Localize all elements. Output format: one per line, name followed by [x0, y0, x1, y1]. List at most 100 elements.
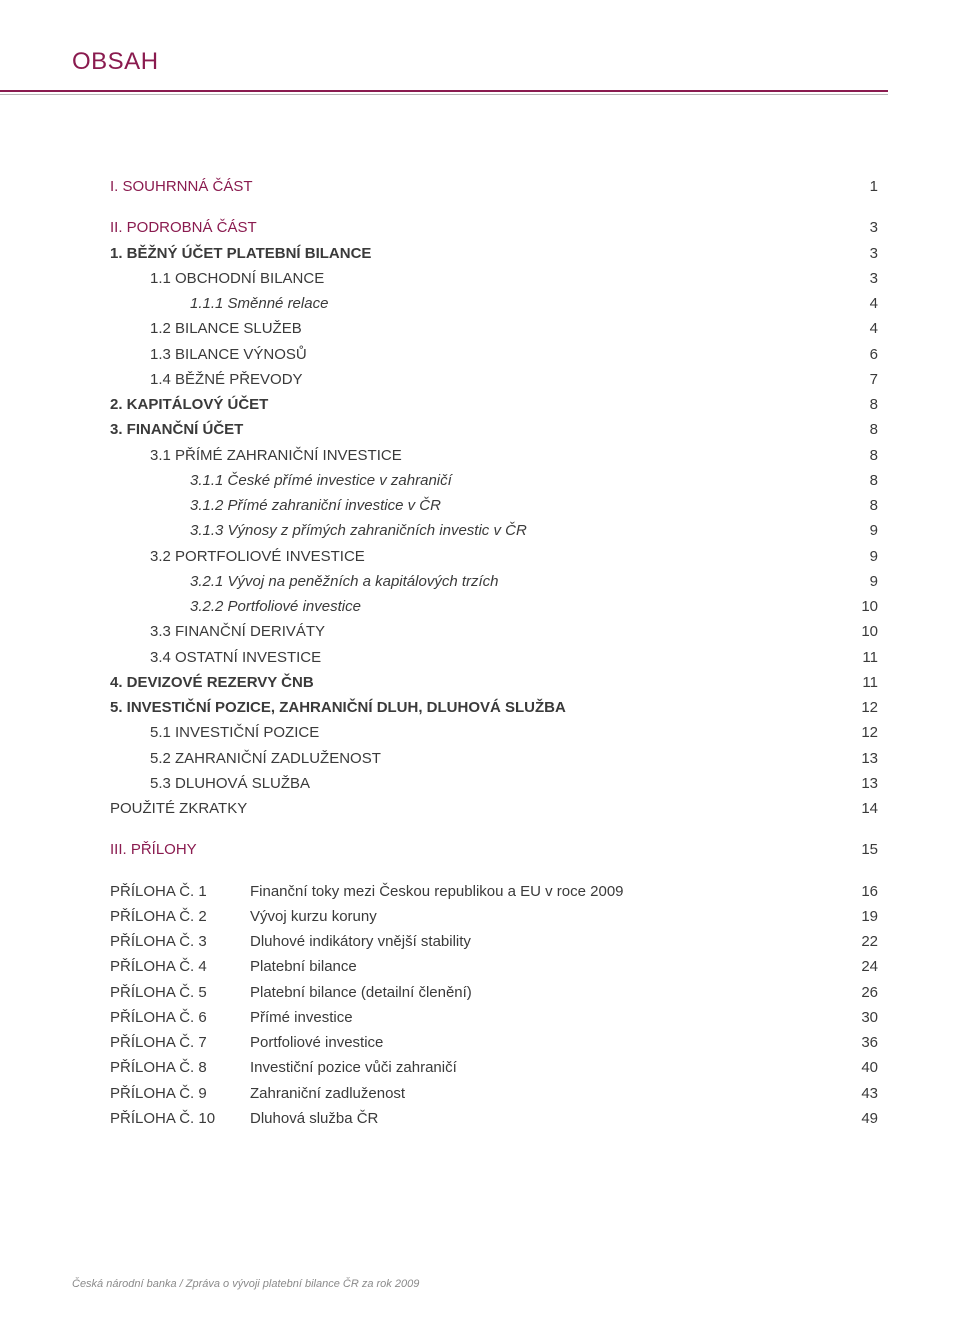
toc-label: 3.2.1 Vývoj na peněžních a kapitálových …	[190, 570, 838, 593]
toc-page-number: 8	[838, 393, 878, 416]
appendix-number: PŘÍLOHA Č. 4	[110, 955, 250, 978]
toc-label: 3.1 PŘÍMÉ ZAHRANIČNÍ INVESTICE	[150, 444, 838, 467]
toc-label: 3.2.2 Portfoliové investice	[190, 595, 838, 618]
toc-row: 3.1.3 Výnosy z přímých zahraničních inve…	[110, 519, 878, 542]
toc-page-number: 1	[838, 175, 878, 198]
appendix-title: Dluhová služba ČR	[250, 1107, 838, 1130]
toc-row: 5.3 DLUHOVÁ SLUŽBA13	[110, 772, 878, 795]
toc-label: 3.1.2 Přímé zahraniční investice v ČR	[190, 494, 838, 517]
appendix-row: PŘÍLOHA Č. 7Portfoliové investice36	[110, 1031, 878, 1054]
toc-page-number: 4	[838, 317, 878, 340]
appendix-number: PŘÍLOHA Č. 7	[110, 1031, 250, 1054]
toc-page-number: 13	[838, 772, 878, 795]
toc-row: 1.1 OBCHODNÍ BILANCE3	[110, 267, 878, 290]
toc-row: 1.4 BĚŽNÉ PŘEVODY7	[110, 368, 878, 391]
toc-label: I. SOUHRNNÁ ČÁST	[110, 175, 838, 198]
appendix-number: PŘÍLOHA Č. 9	[110, 1082, 250, 1105]
toc-row: POUŽITÉ ZKRATKY14	[110, 797, 878, 820]
toc-page-number: 3	[838, 216, 878, 239]
toc-row: II. PODROBNÁ ČÁST3	[110, 216, 878, 239]
page-title: OBSAH	[0, 48, 960, 76]
toc-label: 1.1.1 Směnné relace	[190, 292, 838, 315]
toc-label: 1.3 BILANCE VÝNOSŮ	[150, 343, 838, 366]
toc-page-number: 10	[838, 595, 878, 618]
appendix-row: PŘÍLOHA Č. 1Finanční toky mezi Českou re…	[110, 880, 878, 903]
toc-row: 5.2 ZAHRANIČNÍ ZADLUŽENOST13	[110, 747, 878, 770]
appendix-number: PŘÍLOHA Č. 1	[110, 880, 250, 903]
toc-page-number: 12	[838, 721, 878, 744]
toc-page-number: 7	[838, 368, 878, 391]
toc-page-number: 14	[838, 797, 878, 820]
appendix-row: PŘÍLOHA Č. 2Vývoj kurzu koruny19	[110, 905, 878, 928]
appendix-title: Zahraniční zadluženost	[250, 1082, 838, 1105]
toc-page-number: 8	[838, 469, 878, 492]
appendix-page-number: 40	[838, 1056, 878, 1079]
toc-label: 3.4 OSTATNÍ INVESTICE	[150, 646, 838, 669]
toc-row: III. PŘÍLOHY15	[110, 838, 878, 861]
toc-page-number: 13	[838, 747, 878, 770]
appendix-page-number: 30	[838, 1006, 878, 1029]
toc-label: 5.3 DLUHOVÁ SLUŽBA	[150, 772, 838, 795]
appendix-page-number: 49	[838, 1107, 878, 1130]
toc-label: 3.1.3 Výnosy z přímých zahraničních inve…	[190, 519, 838, 542]
header-rule-grey	[0, 94, 888, 95]
toc-page-number: 12	[838, 696, 878, 719]
toc-page-number: 4	[838, 292, 878, 315]
appendix-label-wrap: PŘÍLOHA Č. 3Dluhové indikátory vnější st…	[110, 930, 838, 953]
toc-row: 3.2 PORTFOLIOVÉ INVESTICE9	[110, 545, 878, 568]
appendix-label-wrap: PŘÍLOHA Č. 8Investiční pozice vůči zahra…	[110, 1056, 838, 1079]
toc-page-number: 8	[838, 418, 878, 441]
toc-label: 5.2 ZAHRANIČNÍ ZADLUŽENOST	[150, 747, 838, 770]
toc-page-number: 9	[838, 545, 878, 568]
appendix-row: PŘÍLOHA Č. 9Zahraniční zadluženost43	[110, 1082, 878, 1105]
toc-label: 1.4 BĚŽNÉ PŘEVODY	[150, 368, 838, 391]
toc-label: 1.2 BILANCE SLUŽEB	[150, 317, 838, 340]
toc-row: 3.4 OSTATNÍ INVESTICE11	[110, 646, 878, 669]
appendix-page-number: 24	[838, 955, 878, 978]
toc-label: 5. INVESTIČNÍ POZICE, ZAHRANIČNÍ DLUH, D…	[110, 696, 838, 719]
toc-row: 3.2.1 Vývoj na peněžních a kapitálových …	[110, 570, 878, 593]
toc-label: II. PODROBNÁ ČÁST	[110, 216, 838, 239]
appendix-title: Platební bilance (detailní členění)	[250, 981, 838, 1004]
toc-page-number: 8	[838, 444, 878, 467]
appendix-number: PŘÍLOHA Č. 3	[110, 930, 250, 953]
appendix-page-number: 16	[838, 880, 878, 903]
appendix-number: PŘÍLOHA Č. 6	[110, 1006, 250, 1029]
appendix-row: PŘÍLOHA Č. 5Platební bilance (detailní č…	[110, 981, 878, 1004]
appendix-row: PŘÍLOHA Č. 10Dluhová služba ČR49	[110, 1107, 878, 1130]
toc-page-number: 10	[838, 620, 878, 643]
toc-page-number: 11	[838, 671, 878, 694]
toc-row: 3.1.2 Přímé zahraniční investice v ČR8	[110, 494, 878, 517]
appendix-title: Platební bilance	[250, 955, 838, 978]
appendix-label-wrap: PŘÍLOHA Č. 5Platební bilance (detailní č…	[110, 981, 838, 1004]
appendix-title: Vývoj kurzu koruny	[250, 905, 838, 928]
appendix-title: Finanční toky mezi Českou republikou a E…	[250, 880, 838, 903]
appendix-page-number: 19	[838, 905, 878, 928]
appendix-page-number: 43	[838, 1082, 878, 1105]
toc-row: 1.1.1 Směnné relace4	[110, 292, 878, 315]
toc-page-number: 15	[838, 838, 878, 861]
appendix-title: Dluhové indikátory vnější stability	[250, 930, 838, 953]
appendix-row: PŘÍLOHA Č. 6Přímé investice30	[110, 1006, 878, 1029]
appendix-label-wrap: PŘÍLOHA Č. 9Zahraniční zadluženost	[110, 1082, 838, 1105]
toc-label: 4. DEVIZOVÉ REZERVY ČNB	[110, 671, 838, 694]
appendix-title: Portfoliové investice	[250, 1031, 838, 1054]
toc-label: 3.3 FINANČNÍ DERIVÁTY	[150, 620, 838, 643]
toc-row: 1.2 BILANCE SLUŽEB4	[110, 317, 878, 340]
appendix-label-wrap: PŘÍLOHA Č. 2Vývoj kurzu koruny	[110, 905, 838, 928]
appendix-page-number: 36	[838, 1031, 878, 1054]
appendix-title: Přímé investice	[250, 1006, 838, 1029]
appendix-label-wrap: PŘÍLOHA Č. 4Platební bilance	[110, 955, 838, 978]
toc-row: 4. DEVIZOVÉ REZERVY ČNB11	[110, 671, 878, 694]
appendix-label-wrap: PŘÍLOHA Č. 7Portfoliové investice	[110, 1031, 838, 1054]
table-of-contents: I. SOUHRNNÁ ČÁST1II. PODROBNÁ ČÁST31. BĚ…	[0, 175, 960, 1130]
appendix-number: PŘÍLOHA Č. 8	[110, 1056, 250, 1079]
toc-label: 1. BĚŽNÝ ÚČET PLATEBNÍ BILANCE	[110, 242, 838, 265]
toc-label: 3. FINANČNÍ ÚČET	[110, 418, 838, 441]
appendix-number: PŘÍLOHA Č. 10	[110, 1107, 250, 1130]
toc-label: 1.1 OBCHODNÍ BILANCE	[150, 267, 838, 290]
toc-label: 3.2 PORTFOLIOVÉ INVESTICE	[150, 545, 838, 568]
appendix-label-wrap: PŘÍLOHA Č. 1Finanční toky mezi Českou re…	[110, 880, 838, 903]
toc-label: POUŽITÉ ZKRATKY	[110, 797, 838, 820]
appendix-number: PŘÍLOHA Č. 5	[110, 981, 250, 1004]
